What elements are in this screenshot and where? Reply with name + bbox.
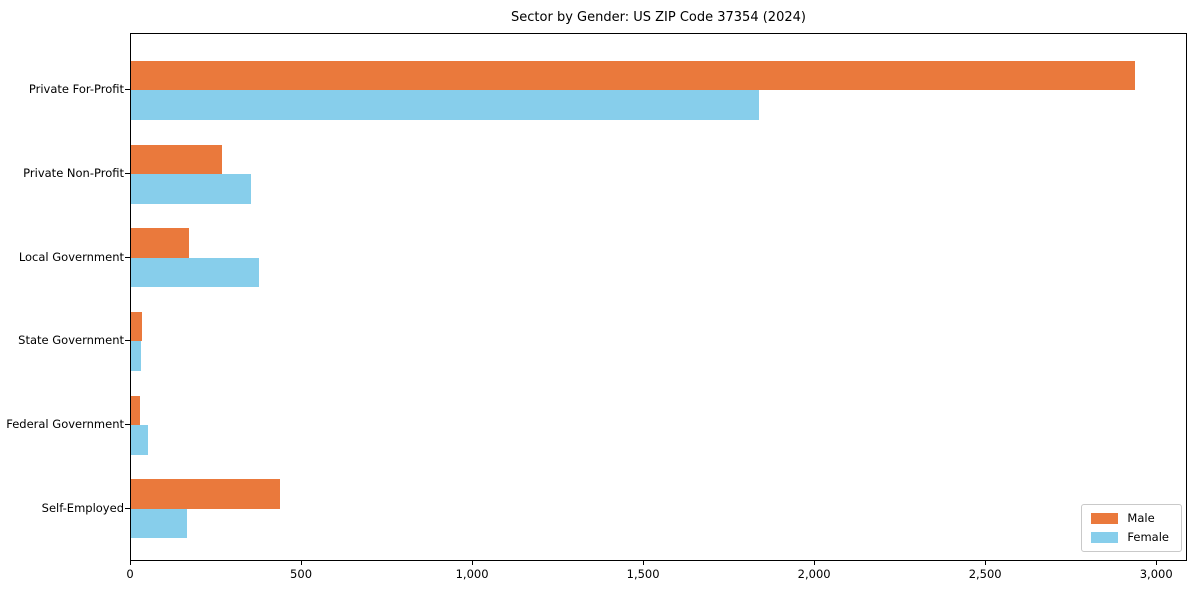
bar-female-2 bbox=[131, 257, 260, 288]
bar-female-1 bbox=[131, 174, 251, 204]
x-tick-mark bbox=[985, 561, 987, 565]
plot-area: Male Female bbox=[130, 33, 1187, 561]
y-tick-mark bbox=[125, 340, 130, 342]
y-tick-label-5: Self-Employed bbox=[41, 500, 124, 515]
female-series-swatch bbox=[1091, 532, 1119, 543]
male-series-swatch bbox=[1091, 513, 1119, 524]
bar-male-0 bbox=[131, 60, 1135, 91]
bar-female-0 bbox=[131, 90, 759, 120]
y-tick-label-3: State Government bbox=[18, 333, 124, 348]
bar-male-3 bbox=[131, 311, 143, 342]
y-tick-label-4: Federal Government bbox=[6, 417, 124, 432]
legend-label-male: Male bbox=[1127, 511, 1155, 525]
y-tick-mark bbox=[125, 256, 130, 258]
y-tick-mark bbox=[125, 89, 130, 91]
bar-male-2 bbox=[131, 228, 190, 258]
bar-female-3 bbox=[131, 341, 141, 371]
chart-title: Sector by Gender: US ZIP Code 37354 (202… bbox=[511, 10, 806, 25]
x-tick-mark bbox=[643, 561, 645, 565]
bar-female-5 bbox=[131, 508, 188, 539]
x-tick-label-2: 1,000 bbox=[455, 567, 489, 581]
y-tick-mark bbox=[125, 173, 130, 175]
x-tick-label-5: 2,500 bbox=[968, 567, 1002, 581]
x-tick-label-6: 3,000 bbox=[1139, 567, 1173, 581]
legend-label-female: Female bbox=[1127, 530, 1169, 544]
y-tick-label-1: Private Non-Profit bbox=[23, 166, 124, 181]
bars-layer bbox=[131, 34, 1186, 560]
y-tick-mark bbox=[125, 424, 130, 426]
x-tick-mark bbox=[301, 561, 303, 565]
x-tick-label-3: 1,500 bbox=[626, 567, 660, 581]
bar-male-1 bbox=[131, 144, 222, 175]
y-tick-label-2: Local Government bbox=[18, 249, 124, 264]
bar-male-4 bbox=[131, 395, 141, 426]
x-tick-mark bbox=[130, 561, 131, 565]
y-tick-mark bbox=[125, 507, 130, 509]
x-tick-mark bbox=[472, 561, 474, 565]
bar-male-5 bbox=[131, 479, 280, 509]
legend-entry-male: Male bbox=[1091, 512, 1169, 525]
y-tick-label-0: Private For-Profit bbox=[28, 82, 124, 97]
legend: Male Female bbox=[1081, 504, 1182, 552]
bar-female-4 bbox=[131, 425, 149, 455]
x-tick-mark bbox=[814, 561, 816, 565]
legend-entry-female: Female bbox=[1091, 531, 1169, 544]
x-tick-label-1: 500 bbox=[290, 567, 313, 581]
x-tick-label-4: 2,000 bbox=[797, 567, 831, 581]
x-tick-mark bbox=[1156, 561, 1158, 565]
x-tick-label-0: 0 bbox=[126, 567, 134, 581]
